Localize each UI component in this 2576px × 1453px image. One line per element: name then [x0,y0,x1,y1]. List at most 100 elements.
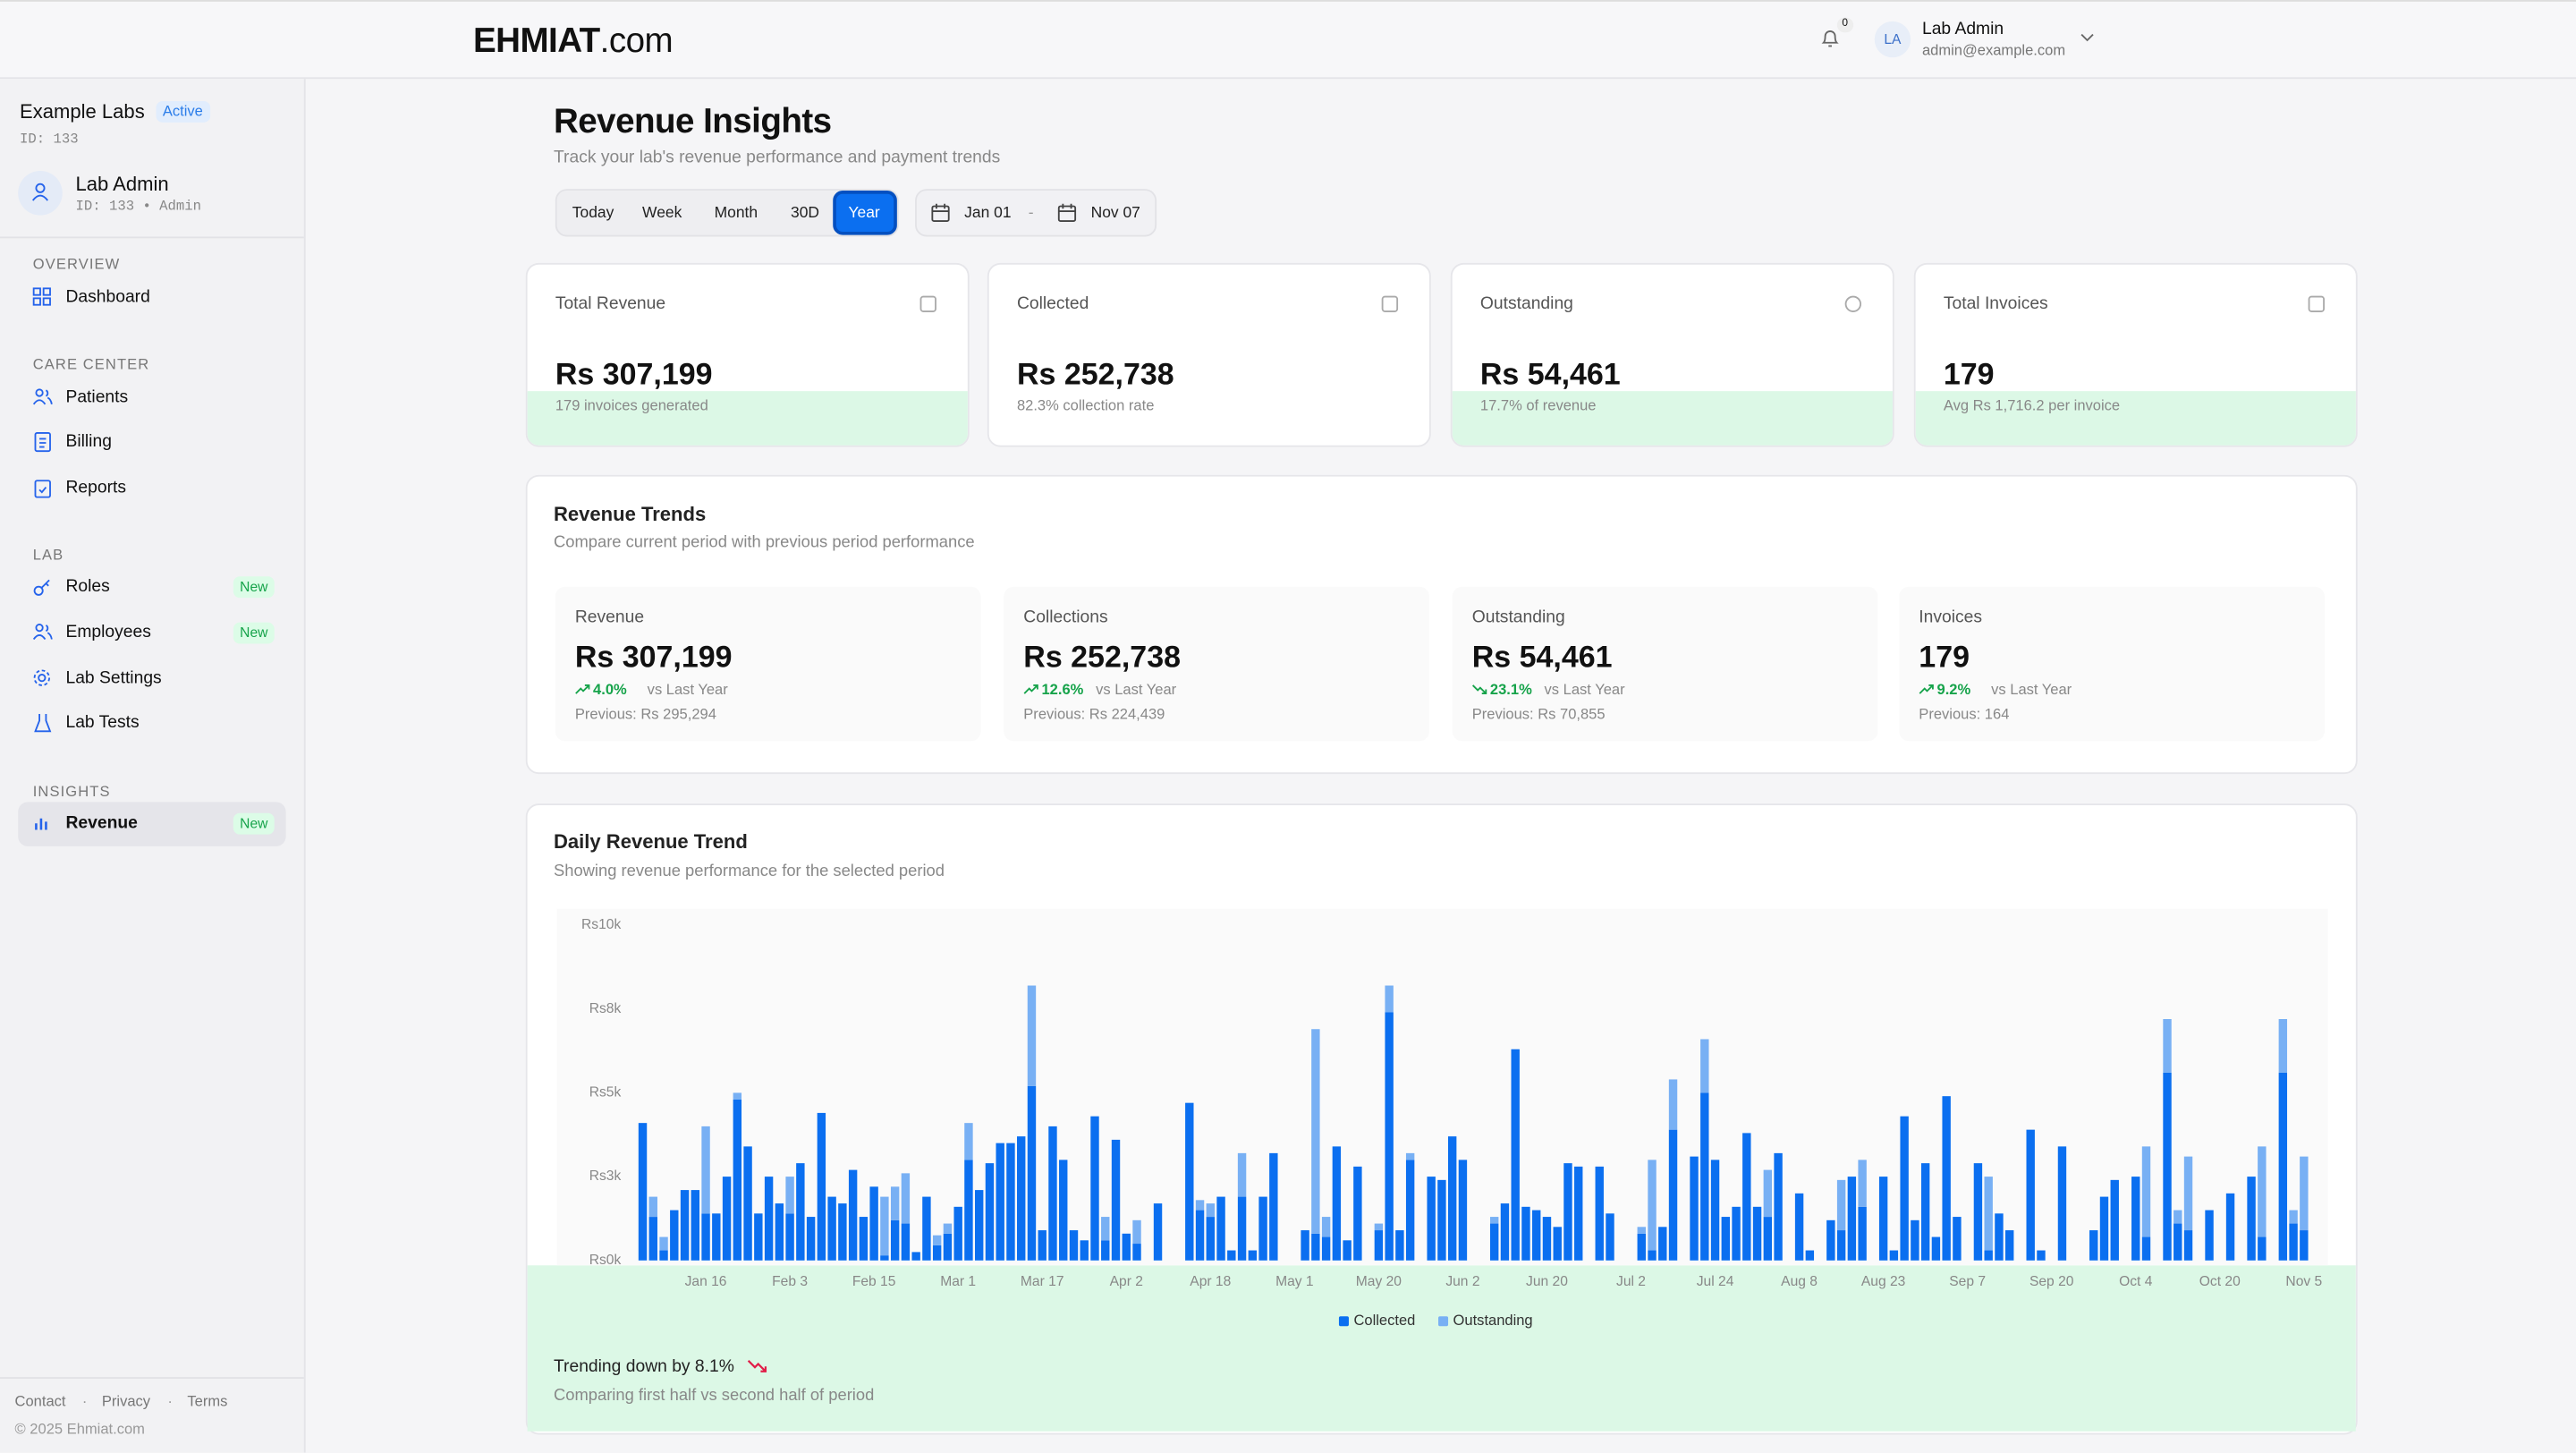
bar [1038,1230,1046,1261]
user-icon [32,183,48,201]
x-tick-label: Sep 20 [2029,1274,2074,1289]
bar [1069,1230,1079,1261]
new-badge: New [233,576,275,598]
bar [1122,1233,1131,1261]
bar [2300,1230,2309,1261]
bar [659,1250,668,1261]
trend-footer-note: Comparing first half vs second half of p… [553,1387,875,1406]
nav-item[interactable]: Patients [65,387,129,408]
nav-item[interactable]: Revenue [65,812,138,833]
y-tick-label: Rs3k [589,1168,622,1184]
stat-card [1450,262,1894,447]
chevron[interactable] [2080,33,2095,43]
range-active [833,191,897,235]
bar [1553,1227,1562,1261]
bell-icon[interactable] [1820,28,1840,49]
bar [2278,1018,2288,1073]
new-badge: New [233,622,275,643]
footer-link[interactable]: Privacy [101,1392,151,1410]
x-tick-label: Oct 4 [2119,1274,2153,1289]
bar [2183,1156,2193,1231]
bar [1742,1133,1751,1261]
trend-box [1452,586,1878,742]
bar [2163,1018,2172,1073]
trend-icon [1471,684,1487,695]
nav-item[interactable]: Dashboard [65,286,150,308]
bar [1090,1116,1099,1261]
nav-item[interactable]: Billing [65,431,112,452]
bar [943,1223,953,1234]
bar [943,1233,953,1261]
bar [1385,985,1394,1013]
range-button[interactable]: 30D [790,204,820,223]
bar [2205,1210,2214,1261]
x-tick-label: Oct 20 [2199,1274,2241,1289]
nav-icon [34,432,51,453]
avatar[interactable] [1874,21,1911,58]
nav-icon [32,624,53,641]
nav-item[interactable]: Roles [65,576,110,597]
stat-note: 17.7% of revenue [1479,396,1597,413]
bar [996,1143,1004,1261]
bar [901,1223,911,1261]
bar [1752,1206,1762,1261]
bar [1437,1179,1446,1261]
stat-card [525,262,970,447]
bar [964,1160,973,1261]
x-tick-label: May 20 [1356,1274,1402,1289]
stat-icon [919,295,936,312]
bar [1311,1029,1320,1234]
bar [1080,1240,1089,1261]
range-button[interactable]: Week [642,204,682,223]
y-tick-label: Rs5k [589,1085,622,1100]
bar [1774,1152,1783,1261]
trend-value: Rs 307,199 [574,639,733,674]
trend-previous: Previous: Rs 70,855 [1471,705,1606,723]
date-picker[interactable] [915,189,1157,237]
section-title: LAB [32,546,64,564]
bar [701,1213,710,1261]
bar [1995,1213,2004,1261]
footer-link[interactable]: Terms [187,1392,228,1410]
bar [1574,1166,1583,1261]
nav-item[interactable]: Employees [65,622,151,642]
stat-label: Total Invoices [1943,293,2048,314]
stat-value: Rs 252,738 [1016,356,1174,391]
trend-value: Rs 252,738 [1023,639,1182,674]
date-to: Nov 07 [1090,204,1140,223]
nav-icon [32,388,53,405]
stat-card [987,262,1431,447]
calendar-icon [1057,203,1077,222]
bar [901,1173,911,1224]
header [0,0,2576,80]
org-name: Example Labs [20,100,145,123]
bar [1911,1219,1919,1261]
bar [1195,1210,1205,1261]
nav-icon [34,714,52,733]
x-tick-label: Nov 5 [2285,1274,2322,1289]
bar [1826,1219,1835,1261]
nav-item[interactable]: Reports [65,478,126,498]
bar [1185,1102,1194,1261]
bar [2163,1072,2172,1261]
bar [1668,1079,1678,1130]
trend-compare: vs Last Year [1544,681,1625,698]
bar [1027,985,1037,1086]
nav-item[interactable]: Lab Settings [65,668,162,689]
brand-suffix: .com [599,21,674,61]
x-tick-label: Mar 17 [1021,1274,1064,1289]
brand[interactable]: EHMIAT.com [473,21,674,61]
bar [1206,1217,1216,1261]
avatar-initials: LA [1884,30,1902,47]
nav-item[interactable]: Lab Tests [65,712,140,733]
bar [1648,1250,1657,1261]
range-button[interactable]: Month [714,204,758,223]
sidebar-user-meta: ID: 133 • Admin [75,198,202,216]
trend-icon [1919,684,1934,694]
trend-previous: Previous: Rs 224,439 [1023,705,1165,723]
bar [1668,1129,1678,1261]
range-button[interactable]: Year [848,204,880,223]
footer-link[interactable]: Contact [14,1392,66,1410]
range-button[interactable]: Today [572,204,614,223]
